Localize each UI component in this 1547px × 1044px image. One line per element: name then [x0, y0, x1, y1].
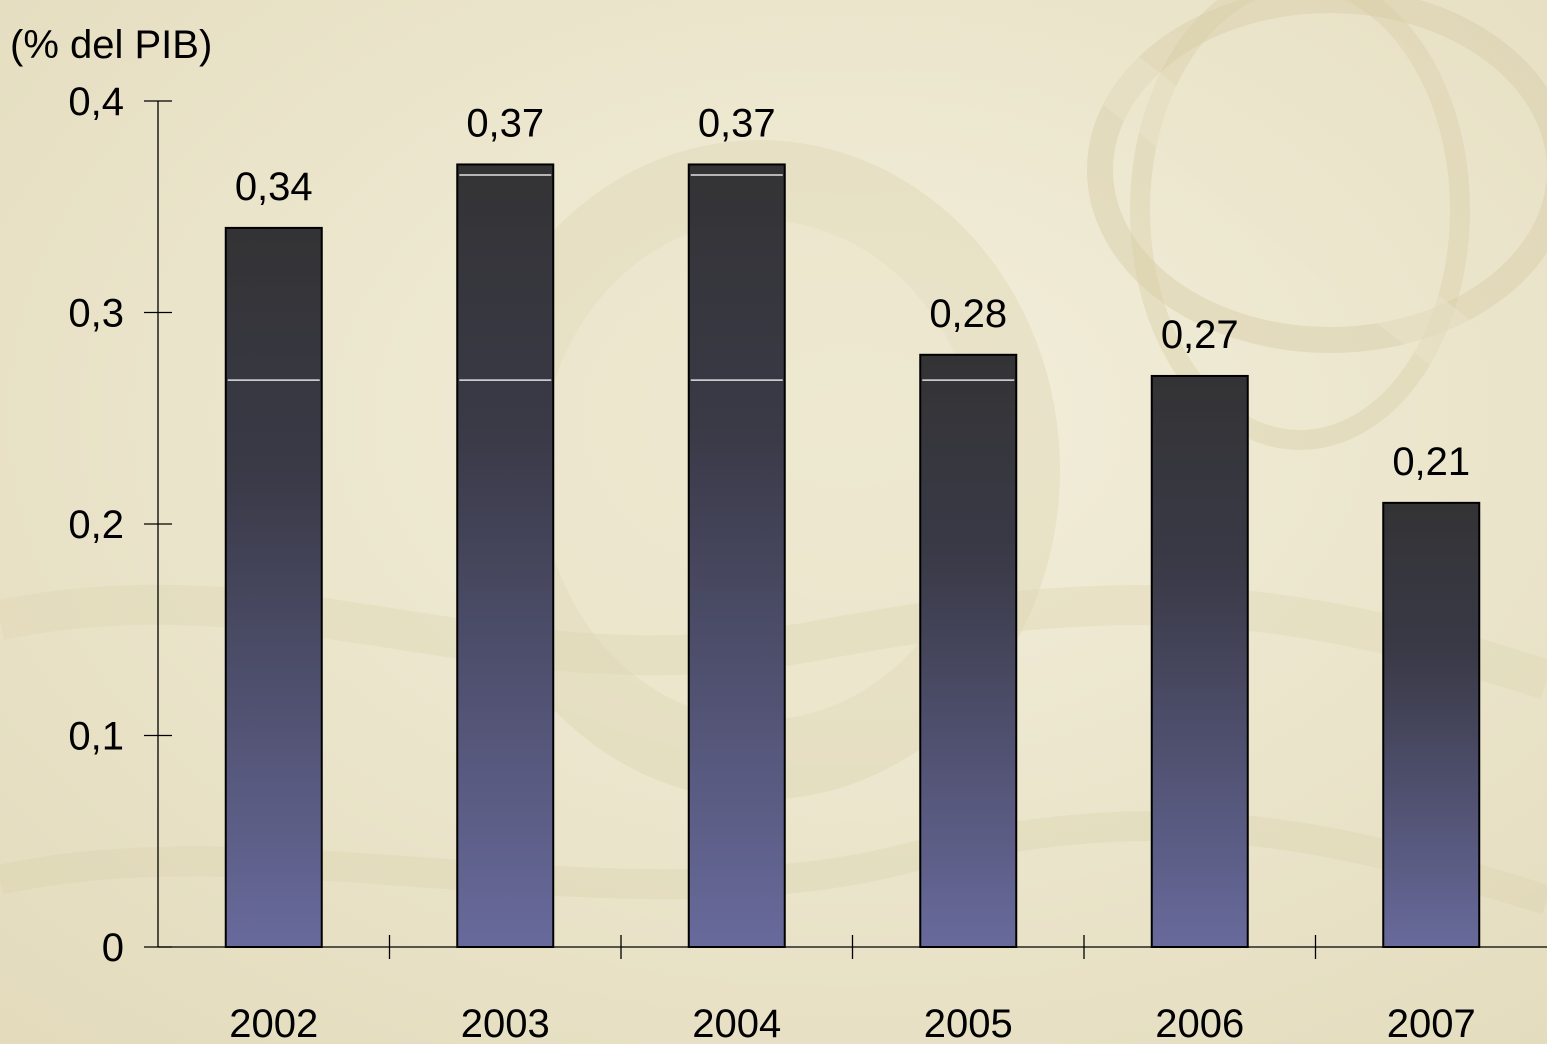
bar: [456, 163, 555, 948]
tick-labels: 0 0,1 0,2 0,3 0,4 2002 2003 2004 2005 2006 2007: [68, 80, 1475, 1044]
y-tick-label: 0: [102, 926, 124, 970]
data-label: 0,28: [929, 292, 1007, 336]
bar: [1382, 501, 1481, 948]
x-tick-label: 2007: [1387, 1002, 1476, 1044]
y-tick-label: 0,1: [68, 715, 124, 759]
data-labels: 0,34 0,37 0,37 0,28 0,27 0,21: [235, 101, 1470, 483]
x-tick-label: 2005: [924, 1002, 1013, 1044]
x-tick-label: 2003: [461, 1002, 550, 1044]
y-tick-label: 0,2: [68, 503, 124, 547]
data-label: 0,37: [466, 101, 544, 145]
data-label: 0,37: [698, 101, 776, 145]
bar: [919, 353, 1018, 948]
x-tick-label: 2002: [229, 1002, 318, 1044]
axes: [144, 100, 1547, 959]
y-tick-label: 0,3: [68, 292, 124, 336]
x-tick-label: 2004: [692, 1002, 781, 1044]
data-label: 0,34: [235, 165, 313, 209]
bar: [1150, 374, 1249, 948]
x-tick-label: 2006: [1155, 1002, 1244, 1044]
bars: [224, 163, 1481, 948]
bar: [224, 226, 323, 948]
y-tick-label: 0,4: [68, 80, 124, 124]
data-label: 0,27: [1161, 313, 1239, 357]
bar: [687, 163, 786, 948]
unit-label: (% del PIB): [10, 23, 212, 67]
data-label: 0,21: [1392, 440, 1470, 484]
